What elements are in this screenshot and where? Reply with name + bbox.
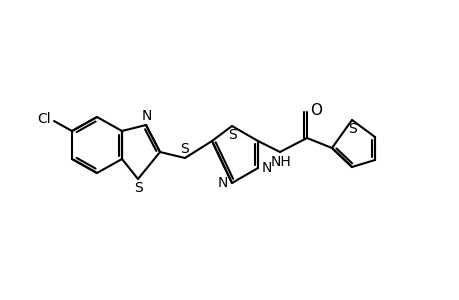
Text: N: N: [141, 109, 152, 123]
Text: S: S: [134, 181, 143, 195]
Text: N: N: [218, 176, 228, 190]
Text: O: O: [309, 103, 321, 118]
Text: Cl: Cl: [37, 112, 50, 126]
Text: S: S: [228, 128, 237, 142]
Text: NH: NH: [270, 155, 291, 169]
Text: S: S: [180, 142, 189, 156]
Text: S: S: [348, 122, 357, 136]
Text: N: N: [261, 161, 272, 175]
